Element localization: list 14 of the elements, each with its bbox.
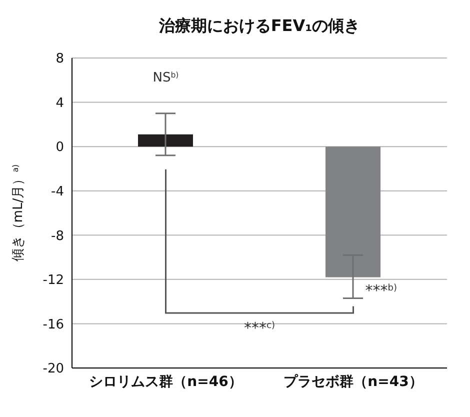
y-tick-label: -16: [42, 317, 64, 332]
annotation: NS$^{b)}$: [152, 70, 179, 86]
y-tick-label: 0: [56, 140, 64, 156]
annotation: ***$^{b)}$: [365, 282, 397, 300]
x-tick-label: プラセボ群（n=43）: [284, 372, 423, 390]
annotation: ***$^{c)}$: [244, 319, 275, 337]
x-tick-label: シロリムス群（n=46）: [89, 374, 242, 390]
y-tick-label: -12: [42, 273, 64, 288]
chart-title: 治療期におけるFEV₁の傾き: [158, 16, 362, 37]
y-tick-label: -8: [51, 228, 64, 244]
y-tick-label: -20: [42, 362, 64, 377]
y-tick-label: 4: [56, 96, 64, 111]
y-tick-label: 8: [56, 52, 64, 67]
y-tick-label: -4: [51, 184, 64, 200]
